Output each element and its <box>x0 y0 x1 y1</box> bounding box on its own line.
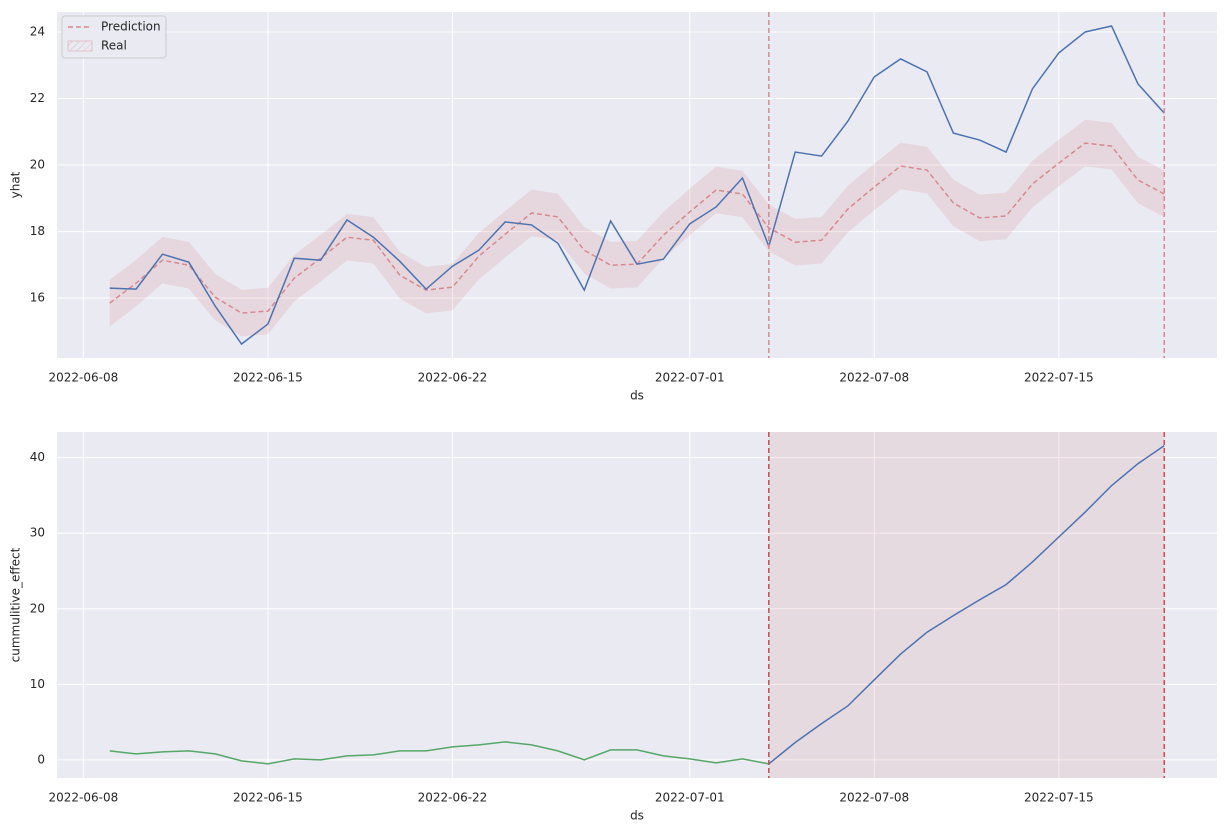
x-tick-label: 2022-06-22 <box>418 371 488 385</box>
y-tick-label: 20 <box>30 158 45 172</box>
series-line <box>768 444 1165 765</box>
confidence-band <box>109 119 1165 337</box>
plot-area <box>57 432 1217 778</box>
legend-swatch <box>67 40 93 52</box>
legend: Prediction Real <box>61 15 167 59</box>
y-tick-label: 40 <box>30 450 45 464</box>
y-tick-label: 18 <box>30 224 45 238</box>
x-tick-label: 2022-06-15 <box>233 371 303 385</box>
y-tick-label: 30 <box>30 526 45 540</box>
x-tick-label: 2022-07-08 <box>839 371 909 385</box>
y-tick-label: 0 <box>37 752 45 766</box>
y-axis-label: yhat <box>9 171 23 198</box>
x-tick-label: 2022-06-15 <box>233 791 303 805</box>
y-axis-label: cummulitive_effect <box>9 547 23 662</box>
x-axis-label: ds <box>630 809 644 823</box>
x-tick-label: 2022-07-01 <box>655 791 725 805</box>
x-tick-label: 2022-07-01 <box>655 371 725 385</box>
legend-label: Prediction <box>101 20 161 34</box>
x-tick-label: 2022-07-08 <box>839 791 909 805</box>
y-tick-label: 20 <box>30 601 45 615</box>
x-tick-label: 2022-07-15 <box>1024 371 1094 385</box>
x-axis-label: ds <box>630 389 644 403</box>
y-tick-label: 16 <box>30 291 45 305</box>
y-tick-label: 22 <box>30 91 45 105</box>
effect-span <box>768 432 1165 778</box>
legend-label: Real <box>101 39 127 53</box>
plot-area <box>57 12 1217 358</box>
series-line <box>109 25 1165 346</box>
series-line <box>109 741 769 765</box>
y-tick-label: 24 <box>30 24 45 38</box>
y-tick-label: 10 <box>30 677 45 691</box>
x-tick-label: 2022-06-08 <box>48 371 118 385</box>
x-tick-label: 2022-06-08 <box>48 791 118 805</box>
x-tick-label: 2022-07-15 <box>1024 791 1094 805</box>
x-tick-label: 2022-06-22 <box>418 791 488 805</box>
